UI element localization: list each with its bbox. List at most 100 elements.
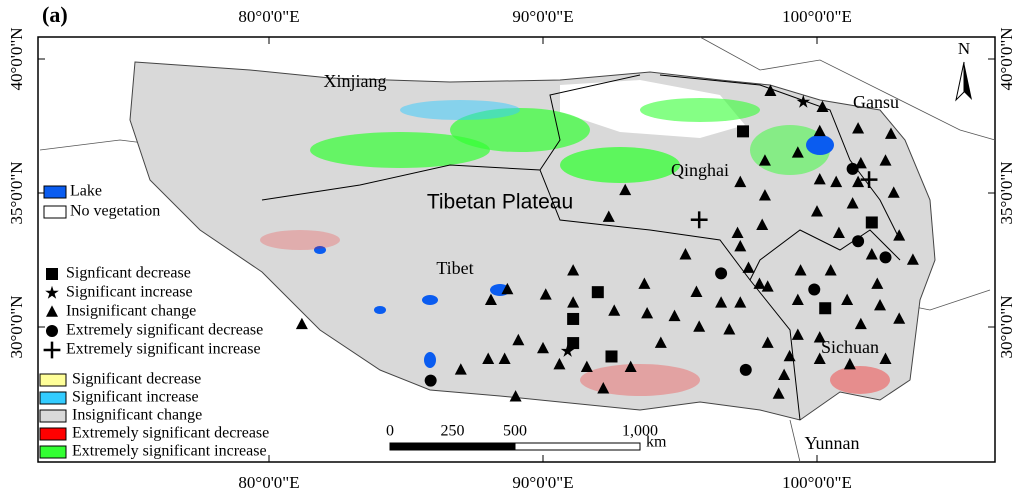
station xyxy=(668,309,681,322)
region-label: Sichuan xyxy=(821,337,879,357)
lat-label: 35°0'0"N xyxy=(7,161,26,224)
station xyxy=(731,226,744,238)
station xyxy=(879,154,892,166)
panel-label: (a) xyxy=(42,2,68,27)
station xyxy=(734,240,747,252)
station xyxy=(819,302,832,315)
station xyxy=(865,216,878,229)
legend-label: Significant decrease xyxy=(72,371,201,388)
station xyxy=(501,282,514,295)
station xyxy=(846,197,859,209)
basemap xyxy=(39,36,996,463)
station xyxy=(723,323,736,335)
station xyxy=(715,267,728,280)
station xyxy=(879,352,892,364)
region-label: Qinghai xyxy=(671,160,729,180)
station xyxy=(816,100,829,113)
station xyxy=(813,331,826,343)
station xyxy=(753,277,766,289)
station xyxy=(772,387,785,399)
north-label: N xyxy=(958,39,970,58)
station xyxy=(654,336,667,348)
legend-symbol xyxy=(46,325,58,337)
lon-label: 80°0'0"E xyxy=(238,473,299,492)
station xyxy=(796,94,811,108)
station xyxy=(852,235,865,248)
region-label: Xinjiang xyxy=(324,71,387,91)
station xyxy=(893,312,906,324)
station xyxy=(756,218,769,230)
station xyxy=(715,296,728,308)
legend-label: Signficant decrease xyxy=(66,265,191,282)
region-label: Tibetan Plateau xyxy=(427,191,573,214)
station xyxy=(509,390,522,402)
lon-label: 90°0'0"E xyxy=(512,473,573,492)
legend-label: Significant increase xyxy=(72,389,199,406)
station xyxy=(865,248,878,260)
legend-label: Extremely significant decrease xyxy=(66,322,263,339)
legend-symbol xyxy=(46,305,58,317)
station xyxy=(605,350,618,363)
legend-label: Insignificant change xyxy=(66,303,196,320)
station xyxy=(813,173,826,185)
scale-unit: km xyxy=(646,434,667,451)
station xyxy=(739,363,752,376)
station xyxy=(737,125,750,138)
station xyxy=(553,357,566,370)
station xyxy=(624,360,637,372)
station xyxy=(761,280,774,292)
legend-symbol xyxy=(43,341,61,359)
station xyxy=(608,304,621,316)
station xyxy=(591,286,604,299)
legend-label: Insignificant change xyxy=(72,407,202,424)
station xyxy=(813,352,826,364)
station xyxy=(830,175,843,188)
station xyxy=(761,336,774,348)
station xyxy=(811,205,823,217)
scale-label: 250 xyxy=(441,423,465,440)
station xyxy=(906,253,919,265)
north-arrow xyxy=(955,61,972,102)
legend-label: Extremely significant increase xyxy=(66,341,261,358)
station xyxy=(567,312,580,325)
lat-label: 40°0'0"N xyxy=(7,27,26,90)
station xyxy=(602,210,615,222)
station xyxy=(537,341,549,354)
station xyxy=(824,264,837,276)
station xyxy=(832,226,845,238)
lat-label: 40°0'0"N xyxy=(997,27,1016,90)
lon-label: 80°0'0"E xyxy=(238,7,299,26)
station xyxy=(638,277,651,289)
station xyxy=(424,374,437,387)
station xyxy=(295,317,308,330)
legend-label: Extremely significant decrease xyxy=(72,425,269,442)
legend-swatch xyxy=(43,205,67,219)
lon-label: 90°0'0"E xyxy=(512,7,573,26)
legend-label: Extremely significant increase xyxy=(72,443,267,460)
station xyxy=(778,368,791,381)
station xyxy=(484,293,497,305)
scale-segment xyxy=(452,442,516,451)
legend-swatch xyxy=(39,391,67,405)
station xyxy=(794,264,807,276)
station xyxy=(758,189,771,201)
station xyxy=(764,84,777,96)
station xyxy=(641,307,654,319)
station xyxy=(580,360,593,372)
station xyxy=(813,124,826,137)
station xyxy=(884,127,897,139)
lon-label: 100°0'0"E xyxy=(782,473,852,492)
station xyxy=(454,363,467,375)
station xyxy=(854,317,867,330)
station xyxy=(871,277,884,289)
station xyxy=(619,183,632,196)
scale-label: 0 xyxy=(386,423,394,440)
station xyxy=(560,343,575,357)
station xyxy=(808,283,821,296)
station xyxy=(791,328,804,340)
station xyxy=(690,211,708,229)
station xyxy=(679,248,692,260)
station xyxy=(846,162,859,175)
region-label: Gansu xyxy=(853,92,899,112)
station xyxy=(852,175,865,188)
